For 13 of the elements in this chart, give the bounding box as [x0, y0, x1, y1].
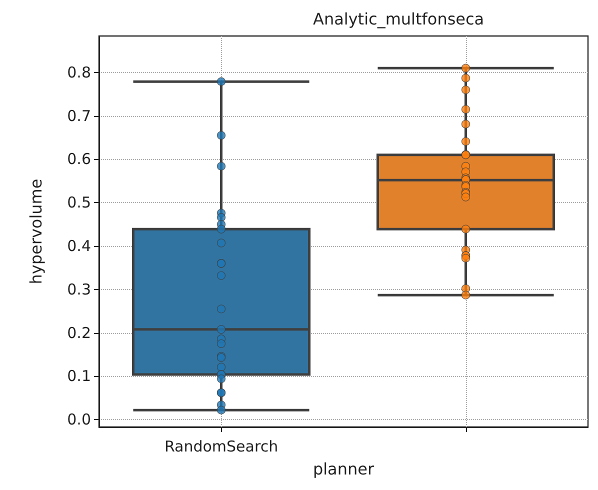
- y-axis-title: hypervolume: [26, 178, 46, 284]
- y-tick-label: 0.8: [67, 63, 91, 82]
- y-tick-label: 0.3: [67, 280, 91, 298]
- y-tick-label: 0.6: [67, 150, 91, 168]
- y-tick-label: 0.1: [67, 367, 91, 386]
- y-tick-label: 0.7: [67, 106, 91, 125]
- x-axis-title: planner: [312, 460, 374, 478]
- x-tick-label: RandomSearch: [164, 438, 278, 456]
- y-tick-label: 0.4: [67, 237, 91, 256]
- y-tick-label: 0.2: [67, 324, 91, 342]
- y-tick-label: 0.5: [67, 194, 91, 212]
- y-tick-label: 0.0: [67, 410, 91, 429]
- chart-title: Analytic_multfonseca: [313, 10, 484, 28]
